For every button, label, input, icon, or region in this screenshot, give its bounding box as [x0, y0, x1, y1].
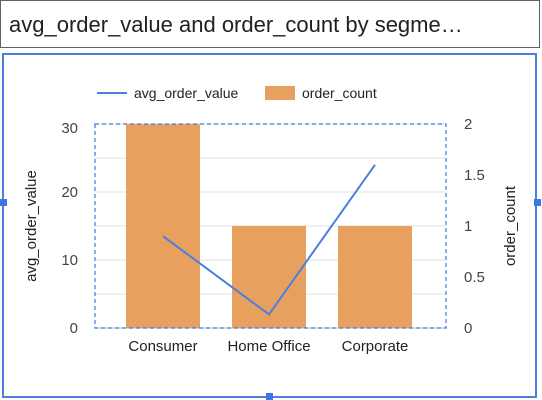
chart-title-box[interactable]: avg_order_value and order_count by segme… [0, 0, 540, 48]
chart-title: avg_order_value and order_count by segme… [9, 12, 463, 37]
resize-handle-right[interactable] [534, 199, 541, 206]
y-right-axis-label: order_count [502, 185, 519, 266]
legend-bar-swatch [265, 86, 295, 100]
x-tick-consumer: Consumer [128, 338, 197, 355]
right-tick-1: 1 [464, 218, 472, 235]
right-tick-0: 0 [464, 320, 472, 337]
legend-label-order_count: order_count [302, 85, 377, 101]
right-tick-1.5: 1.5 [464, 167, 485, 184]
x-tick-corporate: Corporate [342, 338, 409, 355]
right-tick-0.5: 0.5 [464, 269, 485, 286]
x-tick-home-office: Home Office [227, 338, 310, 355]
left-tick-10: 10 [61, 252, 78, 269]
plot-area[interactable] [94, 123, 447, 329]
left-tick-30: 30 [61, 120, 78, 137]
resize-handle-bottom[interactable] [266, 393, 273, 400]
resize-handle-left[interactable] [0, 199, 7, 206]
bar-corporate[interactable] [338, 226, 412, 328]
bar-home-office[interactable] [232, 226, 306, 328]
y-left-axis-label: avg_order_value [23, 170, 40, 282]
legend-label-avg_order_value: avg_order_value [134, 85, 239, 101]
bar-consumer[interactable] [126, 124, 200, 328]
left-tick-20: 20 [61, 184, 78, 201]
legend[interactable]: avg_order_value order_count [97, 85, 377, 101]
left-tick-0: 0 [70, 320, 78, 337]
series-line-avg_order_value[interactable] [162, 164, 376, 316]
right-tick-2: 2 [464, 116, 472, 133]
